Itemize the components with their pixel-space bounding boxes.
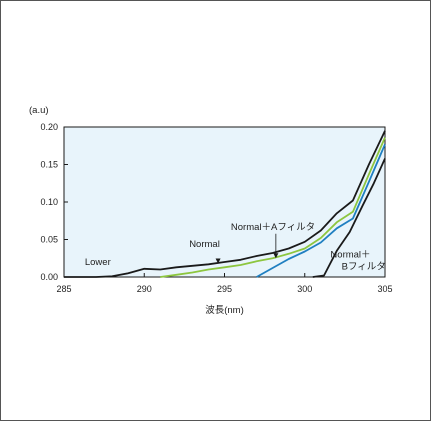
- x-tick-label: 285: [56, 284, 71, 294]
- x-axis-label: 波長(nm): [205, 304, 244, 316]
- y-tick-label: 0.10: [40, 197, 58, 207]
- x-tick-label: 300: [297, 284, 312, 294]
- x-tick-label: 305: [377, 284, 392, 294]
- y-tick-label: 0.00: [40, 272, 58, 282]
- series-line-1: [64, 130, 386, 278]
- annotation-layer: Lower Normal Normal＋Aフィルタ Normal＋Bフィルタ: [85, 222, 386, 273]
- series-line-2: [160, 137, 386, 278]
- annotation-label: Normal: [189, 239, 220, 250]
- annotation-label: Bフィルタ: [342, 262, 386, 273]
- annotation-label: Normal＋Aフィルタ: [231, 222, 315, 233]
- plot-area: [63, 126, 386, 278]
- y-tick-label: 0.05: [40, 235, 58, 245]
- annotation-label: Lower: [85, 257, 111, 268]
- x-tick-label: 295: [217, 284, 232, 294]
- series-line-3: [256, 143, 386, 278]
- y-axis-label: (a.u): [29, 105, 49, 116]
- annotation-label: Normal＋: [330, 250, 370, 261]
- annotation-arrow-head: [215, 258, 221, 264]
- tick-labels: 285 290 295 300 305 0.00 0.05 0.10 0.15 0.20: [40, 122, 392, 294]
- x-tick-label: 290: [137, 284, 152, 294]
- y-tick-label: 0.20: [40, 122, 58, 132]
- annotation-arrow-head: [273, 253, 279, 259]
- y-tick-label: 0.15: [40, 160, 58, 170]
- series-layer: [64, 130, 386, 278]
- series-line-4: [312, 158, 386, 278]
